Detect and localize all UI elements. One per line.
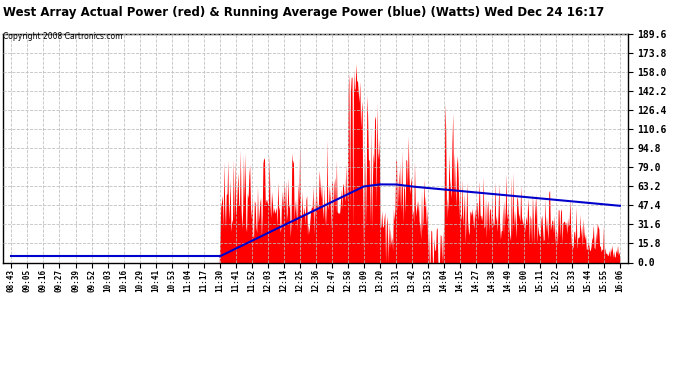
Text: West Array Actual Power (red) & Running Average Power (blue) (Watts) Wed Dec 24 : West Array Actual Power (red) & Running … <box>3 6 604 19</box>
Text: Copyright 2008 Cartronics.com: Copyright 2008 Cartronics.com <box>3 32 123 41</box>
